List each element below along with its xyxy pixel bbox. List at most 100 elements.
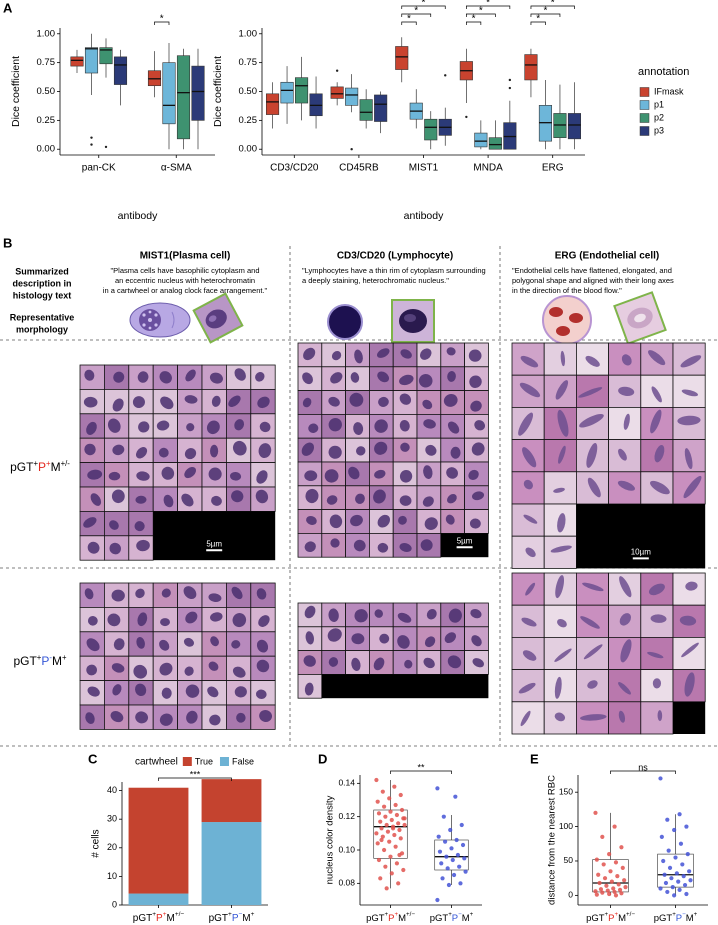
y-tick-label: 0.00 [37, 144, 56, 155]
point [613, 893, 619, 898]
nucleus [377, 348, 390, 358]
point [387, 796, 392, 801]
histology-grid: 10µm [511, 342, 706, 569]
nucleus [586, 442, 598, 468]
point [662, 872, 667, 877]
nucleus [399, 469, 413, 483]
point [380, 789, 385, 794]
point [450, 857, 455, 863]
nucleus [255, 689, 267, 699]
box [99, 47, 113, 65]
nucleus [208, 467, 222, 481]
outlier [444, 74, 447, 77]
y-tick-label: 0.50 [239, 86, 258, 97]
histology-tile [177, 655, 203, 682]
nucleus [112, 444, 125, 456]
label-part: P [232, 913, 239, 924]
nucleus [328, 396, 340, 407]
nucleus [398, 515, 407, 525]
nucleus [648, 350, 666, 366]
nucleus [422, 399, 433, 410]
legend-label: True [195, 756, 213, 766]
legend-label: False [232, 756, 254, 766]
nucleus [87, 541, 100, 554]
nucleus [378, 396, 389, 407]
nucleus [231, 586, 243, 600]
nucleus [163, 494, 174, 508]
description: "Plasma cells have basophilic cytoplasm … [111, 266, 260, 275]
significance-label: * [422, 0, 426, 9]
significance-bracket [390, 770, 452, 774]
point [616, 882, 621, 887]
box [488, 137, 502, 150]
point [659, 834, 664, 840]
nucleus [587, 680, 598, 689]
nucleus [186, 710, 198, 724]
point [451, 872, 457, 878]
morphology-image [391, 299, 435, 343]
nucleus [679, 615, 697, 626]
label-part: − [238, 911, 242, 918]
point [594, 892, 599, 897]
box [567, 113, 582, 140]
point [666, 848, 671, 853]
nucleus [324, 469, 339, 483]
x-tick-label: pGT+P−M+ [209, 911, 255, 923]
nucleus [84, 443, 96, 456]
point [441, 814, 446, 819]
nucleus [447, 494, 457, 504]
y-tick-label: 10 [107, 871, 117, 881]
nucleus [585, 355, 600, 367]
point [397, 827, 402, 833]
histology-grid [297, 602, 489, 699]
nucleus [657, 710, 663, 722]
x-tick-label: pGT+P-M+ [13, 653, 67, 669]
y-tick-label: 0.00 [239, 144, 258, 155]
nucleus [619, 576, 632, 598]
nucleus [350, 372, 360, 383]
label-part: +/− [406, 911, 415, 918]
nucleus [110, 711, 124, 723]
nucleus [374, 609, 383, 618]
histology-grid [511, 572, 706, 735]
histology-grid [79, 582, 276, 730]
nucleus [111, 663, 125, 673]
x-tick-label: pGT+P+M+/− [366, 911, 415, 923]
label-part: +/- [61, 459, 71, 468]
point [665, 817, 670, 822]
nucleus [328, 445, 342, 459]
nucleus [647, 651, 664, 659]
significance-bracket [158, 777, 232, 781]
label-part: - [49, 653, 52, 662]
nucleus [443, 394, 458, 407]
nucleus [108, 471, 121, 481]
nucleus [557, 513, 566, 533]
point [597, 880, 602, 886]
point [463, 869, 468, 874]
nucleus [86, 664, 97, 676]
y-tick-label: 50 [564, 855, 574, 865]
label-part: + [37, 653, 42, 662]
nucleus [685, 581, 698, 591]
outlier [335, 69, 339, 72]
point [389, 871, 394, 876]
point [681, 874, 686, 879]
outlier [90, 136, 93, 139]
label-part: +/− [175, 911, 185, 918]
nucleus [555, 575, 565, 599]
outlier [508, 86, 512, 90]
nucleus [304, 682, 314, 696]
point [600, 834, 605, 840]
significance-bracket [401, 13, 432, 17]
point [612, 824, 617, 829]
point [378, 876, 383, 881]
nucleus [255, 489, 269, 504]
histology-tile [543, 637, 577, 671]
nucleus [350, 514, 363, 527]
nucleus [557, 618, 567, 628]
point [401, 867, 406, 873]
nucleus [159, 662, 173, 676]
blank-area [153, 511, 276, 561]
label-part: + [228, 911, 232, 918]
nucleus [447, 421, 460, 434]
